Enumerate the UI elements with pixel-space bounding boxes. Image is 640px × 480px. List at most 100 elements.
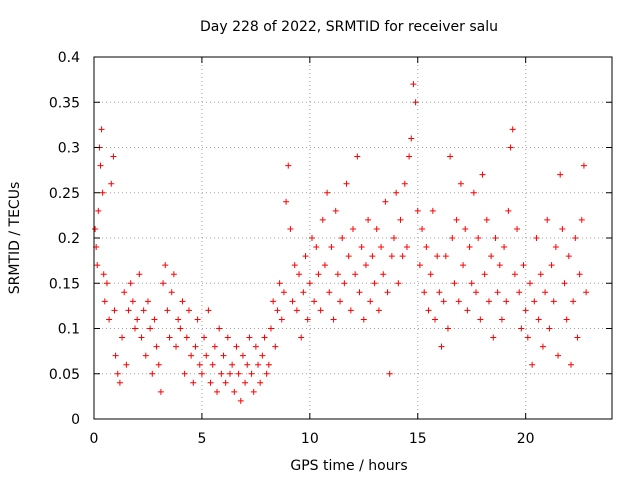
data-point <box>211 343 218 350</box>
data-point <box>196 361 203 368</box>
data-point <box>304 316 311 323</box>
data-point <box>457 180 464 187</box>
data-point <box>391 235 398 241</box>
data-point <box>341 280 348 287</box>
data-point <box>244 361 251 368</box>
data-point <box>425 307 432 314</box>
data-point <box>144 298 151 305</box>
data-point <box>166 334 173 341</box>
data-point <box>205 307 212 314</box>
data-point <box>507 144 514 151</box>
data-point <box>537 271 544 278</box>
data-point <box>177 325 184 332</box>
data-point <box>548 262 555 269</box>
x-tick-label: 20 <box>517 431 535 447</box>
data-point <box>490 334 497 341</box>
data-point <box>516 289 523 296</box>
data-point <box>194 316 201 323</box>
data-point <box>123 361 130 368</box>
data-point <box>218 370 225 377</box>
data-point <box>267 325 274 332</box>
data-point <box>311 298 318 305</box>
data-point <box>214 388 221 395</box>
data-point <box>337 298 344 305</box>
data-point <box>339 235 346 241</box>
data-point <box>421 289 428 296</box>
data-point <box>183 334 190 341</box>
data-point <box>203 352 210 359</box>
data-point <box>300 289 307 296</box>
data-point <box>239 352 246 359</box>
data-point <box>252 343 259 350</box>
data-point <box>108 180 115 187</box>
data-point <box>280 289 287 296</box>
data-point <box>153 343 160 350</box>
y-tick-label: 0.15 <box>49 276 80 292</box>
y-tick-label: 0.4 <box>58 50 80 66</box>
data-point <box>125 307 132 314</box>
data-point <box>255 361 262 368</box>
data-point <box>326 289 333 296</box>
data-point <box>453 216 460 223</box>
x-axis-label: GPS time / hours <box>290 458 407 474</box>
data-point <box>384 289 391 296</box>
data-point <box>419 225 426 232</box>
data-point <box>207 379 214 386</box>
data-point <box>94 262 101 269</box>
data-point <box>544 216 551 223</box>
data-point <box>334 271 341 278</box>
data-point <box>529 361 536 368</box>
data-point <box>397 216 404 223</box>
data-point <box>250 388 257 395</box>
y-tick-label: 0.1 <box>58 322 80 338</box>
chart-title: Day 228 of 2022, SRMTID for receiver sal… <box>200 19 498 35</box>
data-point <box>438 343 445 350</box>
data-point <box>356 289 363 296</box>
data-point <box>222 379 229 386</box>
data-point <box>514 225 521 232</box>
data-point <box>505 207 512 214</box>
data-point <box>328 244 335 251</box>
data-point <box>555 352 562 359</box>
data-point <box>162 262 169 269</box>
data-point <box>237 397 244 404</box>
data-point <box>492 235 499 241</box>
data-point <box>110 153 117 160</box>
data-point <box>138 334 145 341</box>
data-point <box>287 225 294 232</box>
data-point <box>572 235 579 241</box>
data-point <box>473 289 480 296</box>
data-point <box>382 198 389 205</box>
data-point <box>242 379 249 386</box>
y-tick-label: 0.3 <box>58 141 80 157</box>
data-point <box>475 235 482 241</box>
data-point <box>246 334 253 341</box>
y-axis-label: SRMTID / TECUs <box>7 182 23 295</box>
y-tick-label: 0 <box>71 412 80 428</box>
data-point <box>317 307 324 314</box>
data-point <box>100 271 107 278</box>
data-point <box>155 361 162 368</box>
data-point <box>352 271 359 278</box>
data-point <box>447 153 454 160</box>
data-point <box>321 262 328 269</box>
data-point <box>574 334 581 341</box>
data-point <box>533 235 540 241</box>
data-point <box>580 162 587 169</box>
data-point <box>449 235 456 241</box>
data-point <box>466 244 473 251</box>
data-point <box>198 370 205 377</box>
data-point <box>192 343 199 350</box>
data-point <box>440 298 447 305</box>
data-point <box>362 262 369 269</box>
data-point <box>509 126 516 133</box>
x-tick-label: 10 <box>301 431 319 447</box>
data-point <box>399 253 406 260</box>
data-points <box>92 81 590 404</box>
data-point <box>403 244 410 251</box>
data-point <box>132 325 139 332</box>
data-point <box>119 334 126 341</box>
data-point <box>257 379 264 386</box>
data-point <box>483 216 490 223</box>
